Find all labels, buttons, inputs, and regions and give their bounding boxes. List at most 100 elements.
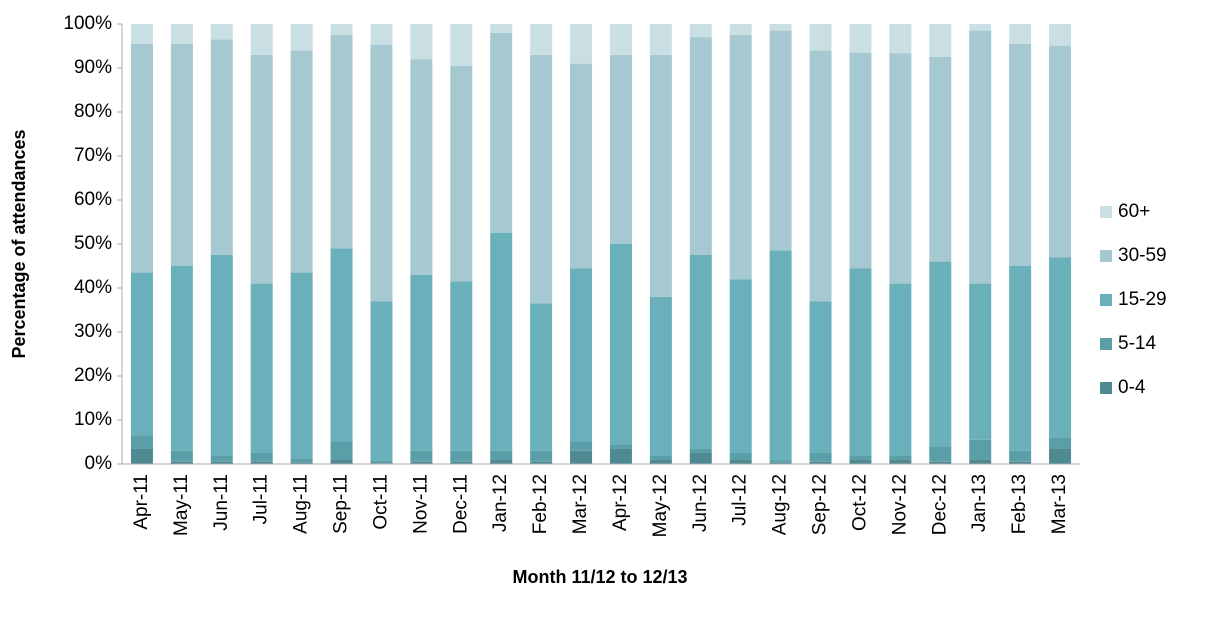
bar-segment: [170, 266, 193, 451]
bar-segment: [929, 24, 952, 57]
bar-segment: [410, 450, 433, 462]
y-tick-label: 80%: [74, 101, 112, 122]
bar-segment: [1049, 24, 1072, 46]
bar-segment: [170, 461, 193, 464]
legend-label: 60+: [1118, 201, 1150, 222]
bar-segment: [450, 65, 473, 282]
bar-segment: [649, 455, 672, 460]
y-tick-label: 90%: [74, 57, 112, 78]
x-tick-label: Nov-12: [889, 474, 910, 535]
bar-segment: [410, 59, 433, 275]
bar-segment: [769, 30, 792, 251]
x-tick-label: Sep-12: [810, 474, 831, 535]
bar-segment: [1009, 461, 1032, 464]
bar-segment: [530, 450, 553, 462]
bar-segment: [450, 461, 473, 464]
bar-segment: [1009, 24, 1032, 44]
bar-segment: [649, 24, 672, 55]
x-tick-label: Oct-11: [370, 474, 391, 530]
bar-segment: [130, 435, 153, 449]
x-tick-label: Feb-12: [530, 474, 551, 534]
bar-segment: [370, 24, 393, 45]
bar-segment: [889, 459, 912, 464]
bar-segment: [729, 279, 752, 453]
bar-segment: [450, 450, 473, 462]
y-tick-label: 40%: [74, 277, 112, 298]
bar-segment: [570, 268, 593, 442]
bar-segment: [450, 24, 473, 66]
bar-segment: [290, 50, 313, 273]
bar-segment: [929, 461, 952, 464]
x-tick-label: Sep-11: [331, 474, 352, 534]
bar-segment: [210, 255, 233, 456]
bar-segment: [849, 459, 872, 464]
bar-segment: [250, 461, 273, 464]
bar-segment: [809, 24, 832, 51]
legend-swatch: [1100, 382, 1112, 394]
bar-segment: [410, 24, 433, 60]
bar-segment: [330, 24, 353, 35]
bar-segment: [1049, 46, 1072, 258]
bar-segment: [809, 461, 832, 464]
bar-segment: [969, 439, 992, 460]
bar-segment: [849, 268, 872, 456]
bar-segment: [1049, 437, 1072, 449]
bar-segment: [889, 283, 912, 456]
bar-segment: [649, 459, 672, 464]
bar-segment: [809, 453, 832, 462]
bar-segment: [929, 446, 952, 462]
bar-segment: [1049, 448, 1072, 464]
legend-label: 30-59: [1118, 245, 1167, 266]
bar-segment: [969, 24, 992, 31]
bar-segment: [729, 35, 752, 280]
bar-segment: [1009, 266, 1032, 451]
y-tick-label: 10%: [74, 409, 112, 430]
bar-segment: [210, 455, 233, 462]
bar-segment: [609, 24, 632, 55]
x-tick-label: Jul-12: [730, 474, 751, 526]
bar-segment: [330, 248, 353, 442]
bar-segment: [729, 24, 752, 35]
x-tick-label: Dec-12: [929, 474, 950, 535]
bar-segment: [170, 43, 193, 266]
bar-segment: [1009, 450, 1032, 462]
y-axis-title: Percentage of attendances: [9, 129, 29, 358]
bar-segment: [849, 455, 872, 460]
legend-swatch: [1100, 250, 1112, 262]
x-tick-label: Apr-11: [131, 474, 152, 530]
bar-segment: [1009, 43, 1032, 266]
bar-segment: [769, 460, 792, 463]
legend-swatch: [1100, 338, 1112, 350]
bar-segment: [370, 301, 393, 461]
legend-label: 0-4: [1118, 377, 1146, 398]
bar-segment: [490, 459, 513, 464]
bar-segment: [130, 272, 153, 436]
bar-segment: [570, 450, 593, 464]
bar-segment: [170, 450, 193, 462]
bar-segment: [450, 281, 473, 451]
bar-segment: [290, 462, 313, 464]
bar-segment: [250, 453, 273, 462]
bar-segment: [490, 450, 513, 460]
bar-segment: [490, 24, 513, 33]
bar-segment: [530, 24, 553, 55]
bar-segment: [849, 24, 872, 53]
bar-segment: [729, 459, 752, 464]
x-tick-label: Mar-12: [570, 474, 591, 534]
bar-segment: [689, 448, 712, 453]
x-tick-label: Dec-11: [450, 474, 471, 534]
bar-segment: [969, 459, 992, 464]
bar-segment: [210, 39, 233, 256]
bar-segment: [849, 52, 872, 269]
bar-segment: [1049, 257, 1072, 438]
bar-segment: [929, 261, 952, 447]
x-tick-label: Aug-12: [770, 474, 791, 535]
bar-segment: [570, 24, 593, 64]
bar-segment: [649, 54, 672, 297]
bar-segment: [530, 303, 553, 451]
y-tick-label: 50%: [74, 233, 112, 254]
y-tick-label: 20%: [74, 365, 112, 386]
bar-segment: [370, 460, 393, 464]
bar-segment: [330, 35, 353, 249]
